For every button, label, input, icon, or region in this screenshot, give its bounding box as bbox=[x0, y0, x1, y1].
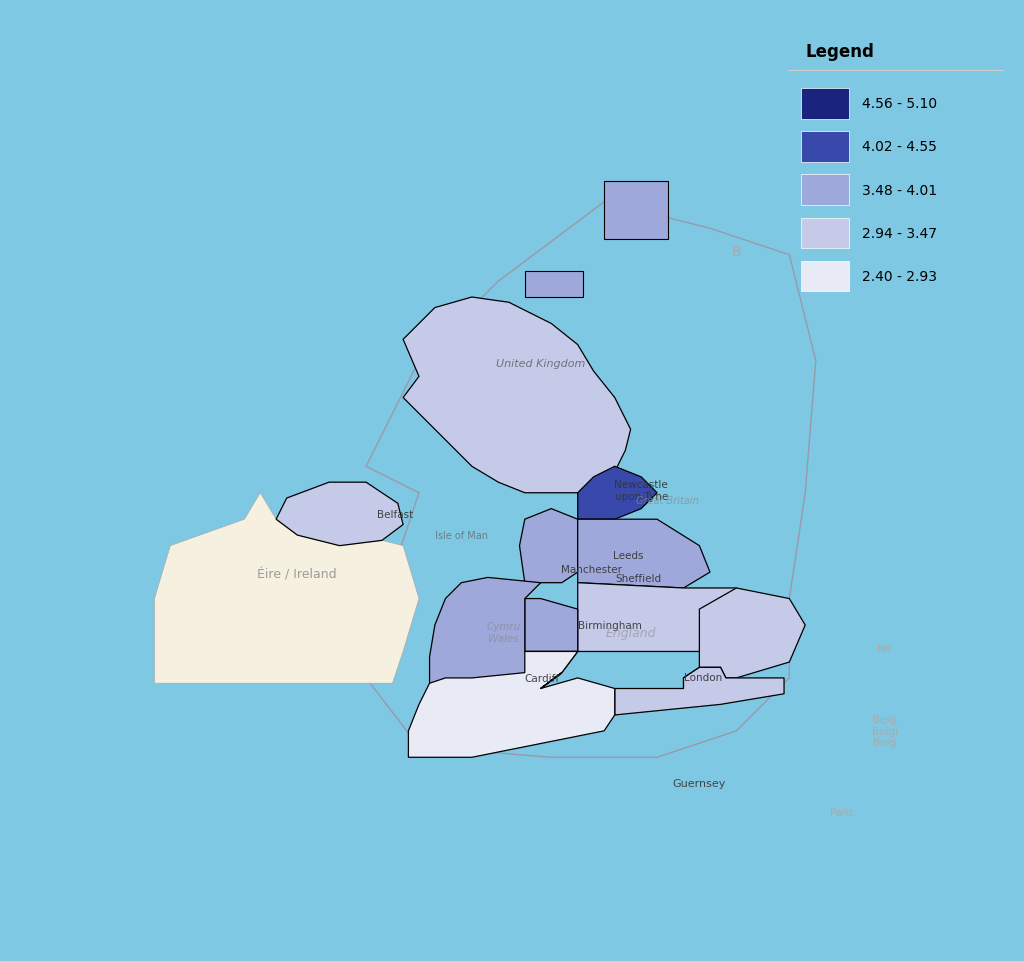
Polygon shape bbox=[578, 467, 657, 520]
Polygon shape bbox=[604, 182, 668, 239]
Polygon shape bbox=[524, 271, 583, 298]
Text: Éire / Ireland: Éire / Ireland bbox=[257, 568, 337, 580]
Text: 3.48 - 4.01: 3.48 - 4.01 bbox=[861, 184, 937, 197]
Polygon shape bbox=[276, 482, 403, 546]
FancyBboxPatch shape bbox=[802, 175, 849, 206]
Polygon shape bbox=[578, 520, 710, 588]
Text: Cymru
Wales: Cymru Wales bbox=[486, 622, 521, 643]
Text: Sheffield: Sheffield bbox=[615, 574, 662, 584]
Polygon shape bbox=[524, 599, 578, 652]
Text: Leeds: Leeds bbox=[612, 551, 643, 560]
FancyBboxPatch shape bbox=[802, 88, 849, 119]
Text: 2.94 - 3.47: 2.94 - 3.47 bbox=[861, 227, 937, 240]
Polygon shape bbox=[684, 668, 726, 689]
Text: Guernsey: Guernsey bbox=[673, 778, 726, 789]
Text: 2.40 - 2.93: 2.40 - 2.93 bbox=[861, 270, 937, 283]
Text: London: London bbox=[684, 672, 723, 682]
Text: Birmingham: Birmingham bbox=[578, 621, 641, 630]
Text: Newcastle
upon Tyne: Newcastle upon Tyne bbox=[614, 480, 668, 502]
Text: Ne: Ne bbox=[877, 644, 892, 653]
Text: United Kingdom: United Kingdom bbox=[496, 358, 586, 368]
Polygon shape bbox=[430, 578, 578, 694]
Polygon shape bbox=[409, 652, 614, 757]
Text: England: England bbox=[605, 626, 655, 639]
Polygon shape bbox=[699, 588, 805, 678]
Text: 4.02 - 4.55: 4.02 - 4.55 bbox=[861, 140, 937, 155]
Polygon shape bbox=[578, 583, 736, 652]
FancyBboxPatch shape bbox=[802, 132, 849, 162]
Text: Manchester: Manchester bbox=[561, 565, 623, 575]
Text: B: B bbox=[731, 244, 741, 259]
Text: Paris: Paris bbox=[830, 807, 854, 818]
Text: Legend: Legend bbox=[806, 43, 874, 61]
Polygon shape bbox=[403, 298, 631, 493]
Text: Great Britain: Great Britain bbox=[636, 496, 699, 505]
Text: 4.56 - 5.10: 4.56 - 5.10 bbox=[861, 97, 937, 111]
Polygon shape bbox=[155, 493, 419, 683]
Text: Belfast: Belfast bbox=[377, 509, 414, 519]
Polygon shape bbox=[519, 509, 578, 583]
FancyBboxPatch shape bbox=[802, 261, 849, 292]
FancyBboxPatch shape bbox=[802, 218, 849, 249]
Text: Isle of Man: Isle of Man bbox=[435, 530, 487, 540]
Polygon shape bbox=[614, 668, 784, 715]
Text: Cardiff: Cardiff bbox=[524, 674, 559, 683]
Text: Belg
Belgi
Belg: Belg Belgi Belg bbox=[871, 714, 898, 748]
